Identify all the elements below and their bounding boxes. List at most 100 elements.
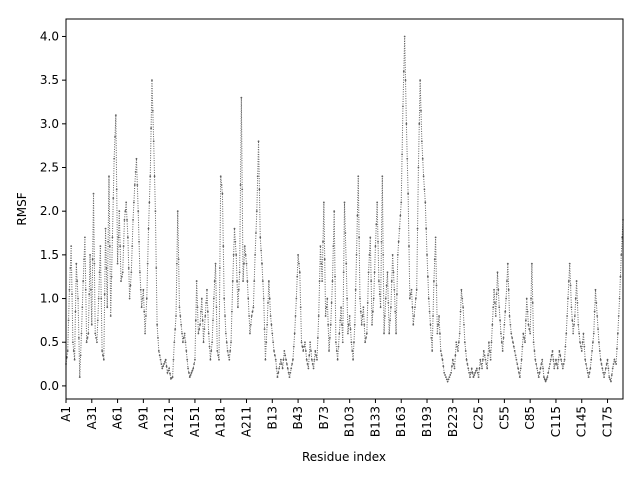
data-point xyxy=(410,288,413,291)
data-point xyxy=(201,319,204,322)
data-point xyxy=(451,365,453,368)
data-point xyxy=(581,341,584,344)
data-point xyxy=(171,376,174,379)
data-point xyxy=(554,363,556,365)
data-point xyxy=(319,245,322,248)
x-tick-label: B73 xyxy=(317,406,331,430)
data-point xyxy=(221,192,224,195)
data-point xyxy=(265,341,268,344)
data-point xyxy=(293,332,296,335)
y-axis-label: RMSF xyxy=(15,192,29,225)
data-point xyxy=(76,280,79,282)
data-point xyxy=(457,350,459,352)
data-point xyxy=(402,70,405,73)
data-point xyxy=(90,288,92,291)
data-point xyxy=(543,378,546,381)
data-point xyxy=(557,358,560,361)
data-point xyxy=(483,354,486,357)
data-point xyxy=(108,175,110,178)
data-point xyxy=(101,350,103,352)
data-point xyxy=(274,358,277,361)
data-point xyxy=(129,284,132,287)
data-point xyxy=(277,371,280,374)
data-point xyxy=(178,306,181,309)
data-point xyxy=(537,371,539,374)
data-point xyxy=(234,240,237,243)
data-point xyxy=(205,302,208,304)
data-point xyxy=(592,341,594,344)
data-point xyxy=(182,336,185,339)
data-point xyxy=(337,345,340,348)
data-point xyxy=(429,323,432,326)
data-point xyxy=(404,79,407,82)
y-tick-label: 2.5 xyxy=(40,161,59,175)
data-point xyxy=(530,262,533,265)
data-point xyxy=(84,288,87,291)
data-point xyxy=(550,354,553,357)
data-point xyxy=(105,267,108,269)
data-point xyxy=(152,140,155,143)
x-tick-label: A151 xyxy=(188,406,202,437)
data-point xyxy=(177,258,180,261)
data-point xyxy=(102,358,105,361)
data-point xyxy=(378,293,381,296)
data-point xyxy=(423,188,426,191)
data-point xyxy=(587,376,590,379)
data-point xyxy=(109,315,112,317)
data-point xyxy=(157,350,160,352)
data-point xyxy=(329,323,332,326)
data-point xyxy=(188,371,190,374)
data-point xyxy=(544,380,547,383)
data-point xyxy=(385,284,388,287)
data-point xyxy=(70,245,73,248)
data-point xyxy=(500,341,503,344)
data-point xyxy=(104,227,107,230)
data-point xyxy=(220,184,223,186)
data-point xyxy=(359,297,361,300)
data-point xyxy=(273,354,276,357)
data-point xyxy=(603,376,605,379)
data-point xyxy=(184,341,187,344)
data-point xyxy=(450,371,452,374)
data-point xyxy=(380,240,383,243)
data-point xyxy=(154,210,157,213)
data-point xyxy=(271,332,274,335)
data-point xyxy=(612,363,615,365)
data-point xyxy=(377,240,379,243)
data-point xyxy=(229,350,232,352)
data-point xyxy=(353,323,356,326)
data-point xyxy=(616,347,618,350)
data-point xyxy=(506,262,509,265)
data-point xyxy=(490,341,493,344)
data-point xyxy=(339,319,342,322)
data-point xyxy=(509,323,512,326)
data-point xyxy=(390,306,392,309)
data-point xyxy=(131,245,134,248)
data-point xyxy=(315,354,318,357)
data-point xyxy=(328,336,331,339)
data-point xyxy=(523,336,526,339)
data-point xyxy=(592,332,595,335)
data-point xyxy=(308,354,311,357)
data-point xyxy=(88,293,91,296)
data-point xyxy=(143,310,146,313)
data-point xyxy=(135,157,138,160)
data-point xyxy=(559,354,562,357)
data-point xyxy=(343,201,346,204)
data-point xyxy=(354,288,357,291)
data-point xyxy=(298,262,300,265)
data-point xyxy=(439,350,442,352)
data-point xyxy=(613,358,616,361)
data-point xyxy=(537,376,540,379)
data-point xyxy=(433,280,435,282)
y-tick-label: 1.5 xyxy=(40,248,59,262)
data-point xyxy=(407,192,410,195)
data-point xyxy=(556,367,559,370)
data-point xyxy=(529,332,532,335)
data-point xyxy=(149,175,152,178)
data-point xyxy=(384,315,386,317)
data-point xyxy=(235,253,238,256)
data-point xyxy=(215,306,218,309)
data-point xyxy=(119,245,122,248)
data-point xyxy=(497,288,500,291)
